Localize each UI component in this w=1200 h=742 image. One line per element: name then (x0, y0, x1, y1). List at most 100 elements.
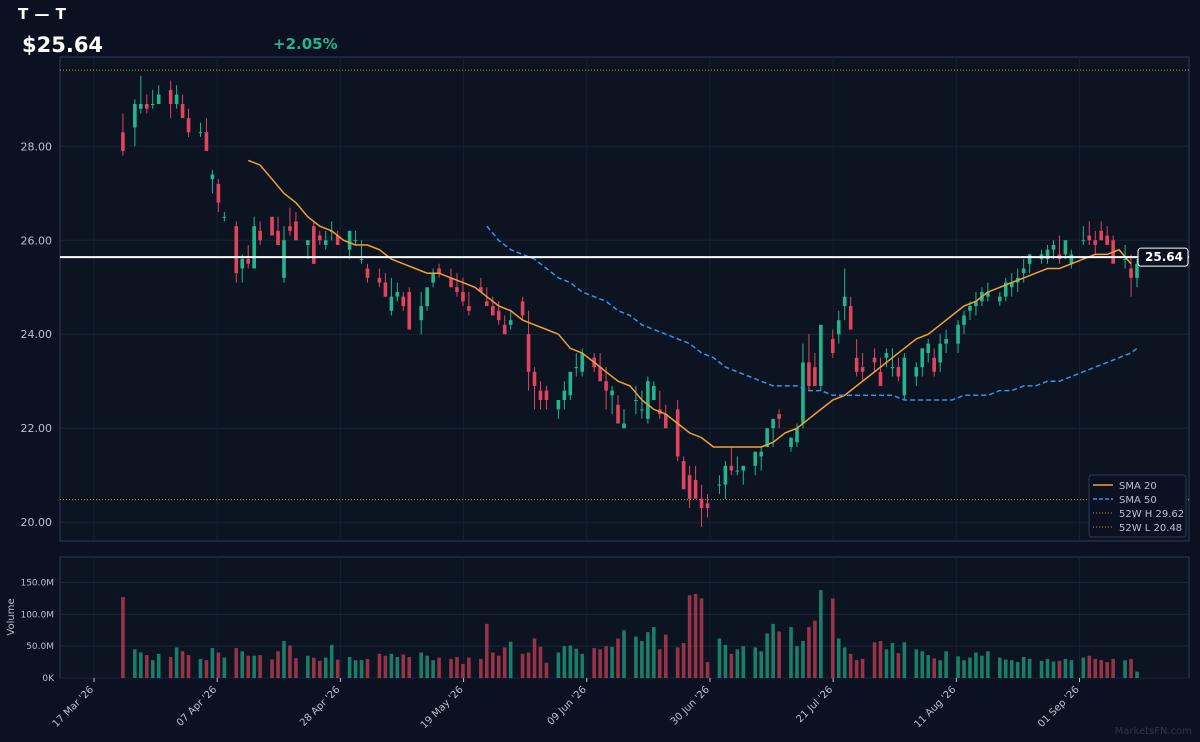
candle-body (1027, 254, 1032, 264)
volume-bar (419, 652, 423, 678)
candle-body (532, 371, 537, 386)
volume-bar (872, 642, 877, 678)
watermark: MarketsFN.com (1114, 726, 1192, 737)
volume-bar (496, 655, 501, 678)
volume-bar (520, 653, 525, 678)
volume-bar (699, 598, 704, 678)
volume-bar (210, 648, 215, 678)
volume-bar (735, 649, 740, 678)
volume-bar (771, 623, 775, 678)
candle-body (252, 226, 256, 269)
legend-entry: SMA 50 (1119, 495, 1157, 506)
x-tick-label: 07 Apr '26 (175, 684, 219, 728)
volume-bar (1009, 660, 1014, 678)
candle-body (998, 296, 1002, 302)
candle-body (646, 381, 650, 419)
volume-bar (240, 651, 245, 678)
candle-body (312, 226, 316, 264)
x-tick-label: 01 Sep '26 (1036, 684, 1082, 730)
y-axis: 20.00 22.00 24.00 26.00 28.00 (21, 140, 53, 529)
volume-bar (675, 647, 680, 678)
candle-body (741, 465, 746, 471)
volume-bar (1021, 656, 1026, 678)
volume-bar (449, 658, 453, 678)
volume-bar (789, 627, 793, 678)
volume-bar (801, 641, 805, 678)
candle-body (526, 334, 531, 372)
x-tick-label: 21 Jul '26 (795, 684, 836, 725)
last-price-line: 25.64 (60, 247, 1189, 267)
candle-body (622, 423, 626, 429)
volume-bar (282, 641, 286, 678)
candle-body (634, 400, 638, 402)
volume-bar (317, 660, 322, 678)
candle-body (156, 94, 161, 104)
volume-bar (1099, 660, 1104, 678)
x-tick-label: 11 Aug '26 (912, 684, 958, 730)
volume-bar (860, 658, 865, 678)
volume-bar (246, 655, 250, 678)
candle-body (216, 183, 221, 203)
volume-bar (377, 653, 382, 678)
candle-body (150, 103, 155, 105)
volume-bar (1015, 662, 1020, 678)
candle-body (842, 296, 847, 307)
x-tick-label: 09 Jun '26 (546, 684, 589, 727)
candle-body (568, 371, 573, 396)
candle-body (944, 338, 948, 344)
volume-bar (144, 655, 149, 678)
volume-bar (1111, 658, 1115, 678)
candle-body (956, 324, 960, 344)
candle-body (1099, 230, 1104, 241)
candle-body (854, 357, 859, 372)
grid (60, 57, 1189, 679)
candle-body (926, 343, 931, 354)
volume-bar (168, 656, 173, 678)
candle-body (401, 296, 406, 307)
volume-bar (306, 655, 310, 678)
volume-bar (1003, 659, 1008, 678)
volume-bar (353, 660, 358, 678)
volume-bar (759, 651, 763, 678)
candle-body (902, 357, 907, 396)
y-tick-label: 26.00 (21, 234, 53, 247)
candle-body (920, 348, 925, 368)
volume-bar (407, 656, 412, 678)
volume-bar (974, 652, 978, 678)
volume-bar (1123, 660, 1127, 678)
volume-bar (842, 647, 847, 678)
volume-bar (150, 660, 155, 678)
candle-body (323, 240, 328, 245)
candle-body (771, 418, 775, 429)
candle-body (282, 240, 286, 278)
candle-body (753, 451, 758, 466)
volume-bar (455, 656, 459, 678)
volume-bar (926, 655, 931, 678)
volume-bar (884, 649, 889, 678)
volume-bar (431, 660, 435, 678)
volume-bar (222, 657, 227, 678)
candle-body (640, 409, 644, 411)
candle-body (258, 230, 262, 241)
volume-bar (956, 656, 960, 678)
candle-body (1087, 235, 1092, 241)
volume-bar (270, 659, 274, 678)
volume-bar (890, 642, 895, 678)
volume-bar (980, 655, 984, 678)
candle-body (294, 221, 298, 241)
volume-bar (640, 641, 644, 678)
volume-bar (753, 647, 758, 678)
volume-bar (329, 644, 334, 678)
candle-body (705, 503, 710, 509)
volume-bar (204, 660, 209, 678)
volume-bar (998, 657, 1002, 678)
candle-body (801, 362, 805, 424)
volume-bar (1093, 658, 1098, 678)
volume-bar (986, 651, 990, 678)
volume-bar (133, 649, 137, 678)
volume-bar (729, 653, 734, 678)
volume-bar (562, 646, 567, 678)
moving-averages (247, 159, 1138, 448)
volume-bar (1045, 658, 1050, 678)
